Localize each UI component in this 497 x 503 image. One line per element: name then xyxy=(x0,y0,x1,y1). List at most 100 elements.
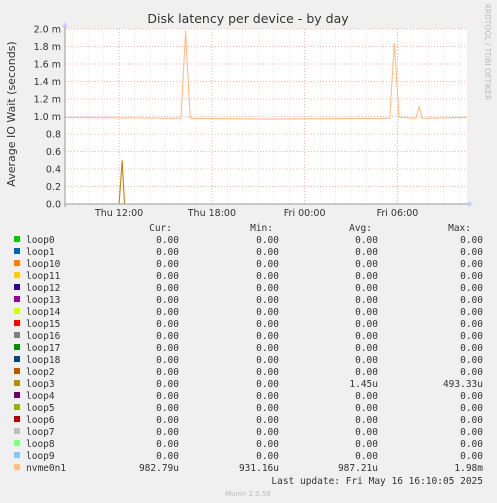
legend-min-loop16: 0.00 xyxy=(256,331,279,342)
legend-cur-loop1: 0.00 xyxy=(156,247,179,258)
legend-min-nvme0n1: 931.16u xyxy=(239,463,279,474)
legend-avg-loop13: 0.00 xyxy=(355,295,378,306)
legend-swatch-loop3 xyxy=(14,380,20,386)
legend-max-loop16: 0.00 xyxy=(460,331,483,342)
legend-name-nvme0n1: nvme0n1 xyxy=(26,463,66,474)
legend-swatch-loop7 xyxy=(14,428,20,434)
legend-max-loop3: 493.33u xyxy=(443,379,483,390)
legend-cur-loop17: 0.00 xyxy=(156,343,179,354)
legend-swatch-loop11 xyxy=(14,272,20,278)
legend-cur-loop0: 0.00 xyxy=(156,235,179,246)
legend-max-loop1: 0.00 xyxy=(460,247,483,258)
legend-name-loop16: loop16 xyxy=(26,331,61,342)
legend-name-loop14: loop14 xyxy=(26,307,61,318)
x-axis-arrow-icon xyxy=(468,201,473,207)
legend-name-loop18: loop18 xyxy=(26,355,61,366)
legend-name-loop10: loop10 xyxy=(26,259,61,270)
legend-header-avg: Avg: xyxy=(349,223,372,234)
legend-avg-loop2: 0.00 xyxy=(355,367,378,378)
legend: Cur: Min: Avg: Max: loop0 0.00 0.00 0.00 0.0… xyxy=(14,223,483,474)
legend-name-loop0: loop0 xyxy=(26,235,55,246)
legend-cur-nvme0n1: 982.79u xyxy=(139,463,179,474)
legend-cur-loop8: 0.00 xyxy=(156,439,179,450)
legend-max-loop4: 0.00 xyxy=(460,391,483,402)
legend-min-loop3: 0.00 xyxy=(256,379,279,390)
y-tick-label: 1.6 m xyxy=(34,60,61,71)
legend-cur-loop7: 0.00 xyxy=(156,427,179,438)
y-tick-label: 1.2 m xyxy=(34,95,61,106)
axes: 0.0 0.2 0.4 0.6 0.8 1.0 m 1.2 m 1.4 m 1.6 m 1.8 m… xyxy=(34,22,473,219)
legend-cur-loop13: 0.00 xyxy=(156,295,179,306)
legend-swatch-loop0 xyxy=(14,236,20,242)
legend-swatch-loop10 xyxy=(14,260,20,266)
legend-max-loop9: 0.00 xyxy=(460,451,483,462)
legend-swatch-loop1 xyxy=(14,248,20,254)
legend-avg-loop18: 0.00 xyxy=(355,355,378,366)
legend-avg-loop8: 0.00 xyxy=(355,439,378,450)
legend-avg-loop16: 0.00 xyxy=(355,331,378,342)
legend-swatch-loop15 xyxy=(14,320,20,326)
legend-name-loop17: loop17 xyxy=(26,343,60,354)
legend-max-loop18: 0.00 xyxy=(460,355,483,366)
legend-avg-loop9: 0.00 xyxy=(355,451,378,462)
last-update: Last update: Fri May 16 16:10:05 2025 xyxy=(271,476,483,487)
legend-cur-loop4: 0.00 xyxy=(156,391,179,402)
y-tick-label: 1.0 m xyxy=(34,112,61,123)
legend-swatch-loop14 xyxy=(14,308,20,314)
legend-min-loop1: 0.00 xyxy=(256,247,279,258)
x-tick-label: Fri 06:00 xyxy=(377,208,419,219)
legend-cur-loop16: 0.00 xyxy=(156,331,179,342)
legend-max-loop8: 0.00 xyxy=(460,439,483,450)
legend-name-loop7: loop7 xyxy=(26,427,55,438)
legend-avg-loop10: 0.00 xyxy=(355,259,378,270)
legend-max-loop13: 0.00 xyxy=(460,295,483,306)
legend-header-cur: Cur: xyxy=(149,223,172,234)
legend-cur-loop6: 0.00 xyxy=(156,415,179,426)
legend-min-loop6: 0.00 xyxy=(256,415,279,426)
legend-max-loop12: 0.00 xyxy=(460,283,483,294)
legend-name-loop5: loop5 xyxy=(26,403,55,414)
legend-max-loop10: 0.00 xyxy=(460,259,483,270)
legend-header-max: Max: xyxy=(448,223,471,234)
legend-avg-loop4: 0.00 xyxy=(355,391,378,402)
legend-cur-loop3: 0.00 xyxy=(156,379,179,390)
legend-avg-loop0: 0.00 xyxy=(355,235,378,246)
legend-avg-loop1: 0.00 xyxy=(355,247,378,258)
legend-max-loop5: 0.00 xyxy=(460,403,483,414)
legend-name-loop11: loop11 xyxy=(26,271,61,282)
legend-min-loop4: 0.00 xyxy=(256,391,279,402)
legend-name-loop13: loop13 xyxy=(26,295,60,306)
legend-name-loop6: loop6 xyxy=(26,415,55,426)
legend-swatch-loop6 xyxy=(14,416,20,422)
legend-swatch-loop12 xyxy=(14,284,20,290)
legend-swatch-loop8 xyxy=(14,440,20,446)
y-tick-label: 0.8 xyxy=(46,130,61,141)
legend-avg-loop11: 0.00 xyxy=(355,271,378,282)
legend-min-loop10: 0.00 xyxy=(256,259,279,270)
x-tick-label: Fri 00:00 xyxy=(284,208,326,219)
legend-swatch-nvme0n1 xyxy=(14,464,20,470)
legend-avg-loop15: 0.00 xyxy=(355,319,378,330)
legend-max-loop0: 0.00 xyxy=(460,235,483,246)
legend-name-loop4: loop4 xyxy=(26,391,55,402)
legend-swatch-loop18 xyxy=(14,356,20,362)
legend-swatch-loop2 xyxy=(14,368,20,374)
legend-min-loop13: 0.00 xyxy=(256,295,279,306)
legend-avg-loop14: 0.00 xyxy=(355,307,378,318)
legend-header-min: Min: xyxy=(250,223,273,234)
legend-max-loop6: 0.00 xyxy=(460,415,483,426)
legend-swatch-loop4 xyxy=(14,392,20,398)
legend-avg-loop17: 0.00 xyxy=(355,343,378,354)
x-tick-label: Thu 18:00 xyxy=(187,208,236,219)
legend-cur-loop5: 0.00 xyxy=(156,403,179,414)
legend-name-loop9: loop9 xyxy=(26,451,55,462)
legend-cur-loop18: 0.00 xyxy=(156,355,179,366)
legend-cur-loop14: 0.00 xyxy=(156,307,179,318)
y-tick-label: 2.0 m xyxy=(34,25,61,36)
legend-min-loop11: 0.00 xyxy=(256,271,279,282)
legend-cur-loop2: 0.00 xyxy=(156,367,179,378)
legend-min-loop17: 0.00 xyxy=(256,343,279,354)
legend-max-loop2: 0.00 xyxy=(460,367,483,378)
